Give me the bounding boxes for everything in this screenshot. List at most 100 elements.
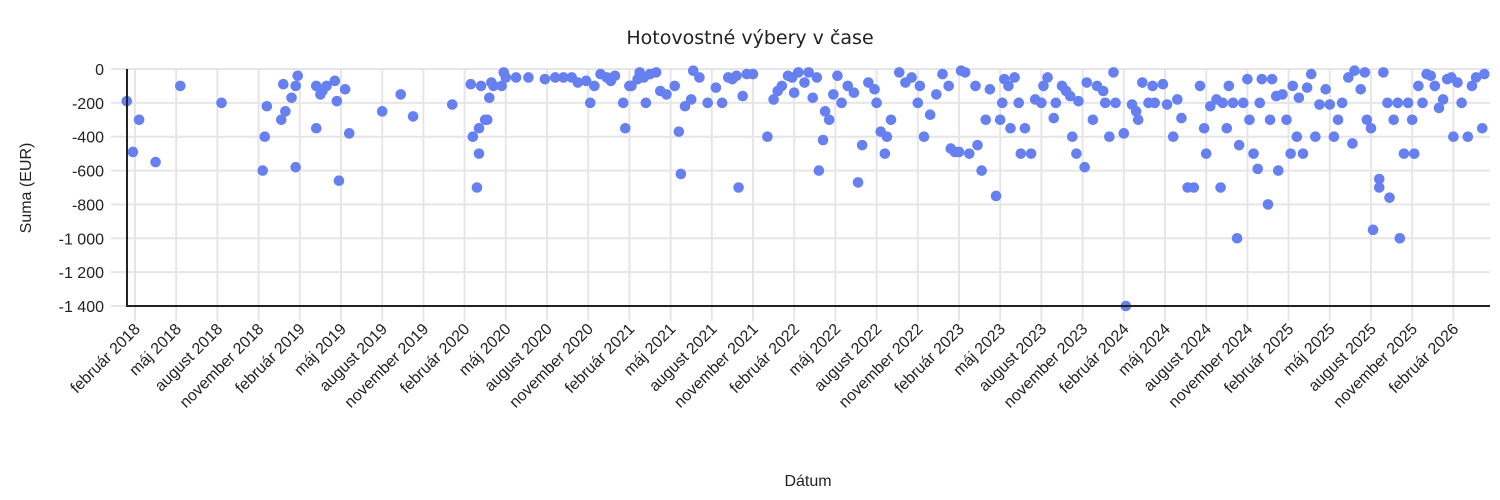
- data-point: [906, 72, 917, 83]
- data-point: [619, 122, 631, 134]
- data-point: [1118, 128, 1130, 139]
- data-point: [1215, 182, 1226, 193]
- data-point: [1064, 90, 1076, 102]
- data-point: [1200, 148, 1212, 159]
- data-point: [788, 87, 800, 98]
- x-axis-title: Dátum: [784, 473, 831, 490]
- data-point: [339, 84, 351, 95]
- data-point: [1157, 78, 1169, 90]
- y-tick-label: -1 200: [59, 265, 104, 282]
- data-point: [475, 80, 487, 92]
- data-point: [937, 68, 948, 80]
- data-point: [848, 87, 860, 98]
- data-point: [321, 80, 332, 92]
- data-point: [1470, 72, 1482, 83]
- data-point: [496, 80, 507, 92]
- data-point: [331, 95, 343, 107]
- y-tick-label: 0: [95, 62, 104, 79]
- data-point: [523, 72, 534, 83]
- data-point: [1394, 232, 1406, 244]
- data-point: [1194, 80, 1206, 92]
- y-tick-label: -200: [72, 96, 104, 113]
- data-point: [1266, 73, 1278, 85]
- data-point: [733, 182, 744, 193]
- data-point: [1429, 80, 1441, 92]
- data-point: [580, 75, 592, 87]
- data-point: [1456, 97, 1467, 109]
- data-point: [918, 131, 930, 143]
- data-point: [694, 72, 705, 83]
- data-point: [1073, 95, 1084, 107]
- data-point: [1256, 73, 1268, 85]
- data-point: [912, 97, 924, 109]
- data-point: [310, 122, 322, 134]
- data-point: [1413, 80, 1424, 92]
- data-point: [333, 175, 345, 187]
- data-point: [1293, 92, 1305, 104]
- y-axis-title: Suma (EUR): [18, 143, 35, 234]
- data-point: [261, 100, 273, 112]
- data-point: [1314, 99, 1325, 110]
- data-point: [539, 73, 551, 85]
- data-point: [257, 165, 269, 176]
- data-point: [500, 72, 512, 83]
- data-point: [488, 80, 499, 92]
- data-point: [1301, 82, 1313, 93]
- data-point: [1013, 97, 1025, 109]
- data-point: [675, 168, 687, 180]
- data-point: [871, 97, 882, 109]
- data-point: [1050, 97, 1062, 109]
- data-point: [685, 94, 697, 105]
- data-point: [407, 111, 419, 122]
- data-point: [1320, 84, 1331, 95]
- data-point: [1019, 122, 1031, 134]
- data-point: [953, 146, 965, 158]
- data-point: [1172, 94, 1183, 105]
- data-point: [1452, 77, 1463, 88]
- y-tick-label: -600: [72, 164, 104, 181]
- data-point: [768, 94, 779, 105]
- data-point: [1147, 80, 1158, 92]
- data-point: [1328, 131, 1340, 143]
- data-point: [702, 97, 713, 109]
- data-point: [1281, 114, 1292, 126]
- data-point: [1223, 80, 1235, 92]
- data-point: [1273, 165, 1284, 176]
- data-point: [395, 89, 407, 100]
- data-point: [1398, 148, 1410, 159]
- data-point: [175, 80, 186, 92]
- data-point: [1347, 138, 1358, 149]
- data-point: [1462, 131, 1474, 143]
- data-point: [1042, 72, 1053, 83]
- data-point: [1231, 232, 1243, 244]
- data-point: [286, 92, 297, 104]
- data-points: [121, 65, 1490, 312]
- data-point: [376, 106, 388, 117]
- data-point: [762, 131, 773, 143]
- data-point: [1244, 114, 1255, 126]
- data-point: [1479, 68, 1490, 80]
- data-point: [832, 70, 843, 82]
- data-point: [716, 97, 728, 109]
- data-point: [609, 70, 621, 82]
- data-point: [807, 92, 819, 104]
- data-point: [1373, 182, 1385, 193]
- data-point: [1343, 72, 1354, 83]
- data-point: [879, 148, 891, 159]
- data-point: [893, 67, 905, 78]
- data-point: [1254, 97, 1266, 109]
- data-point: [731, 70, 742, 82]
- data-point: [216, 97, 227, 109]
- y-tick-label: -1 000: [59, 231, 104, 248]
- data-point: [329, 75, 341, 87]
- data-point: [856, 139, 868, 151]
- data-point: [1071, 148, 1082, 159]
- data-point: [1067, 131, 1078, 143]
- data-point: [640, 97, 652, 109]
- data-point: [1402, 97, 1414, 109]
- data-point: [465, 78, 477, 90]
- data-point: [1104, 131, 1115, 143]
- data-point: [931, 89, 942, 100]
- data-point: [803, 67, 814, 78]
- data-point: [1367, 224, 1379, 236]
